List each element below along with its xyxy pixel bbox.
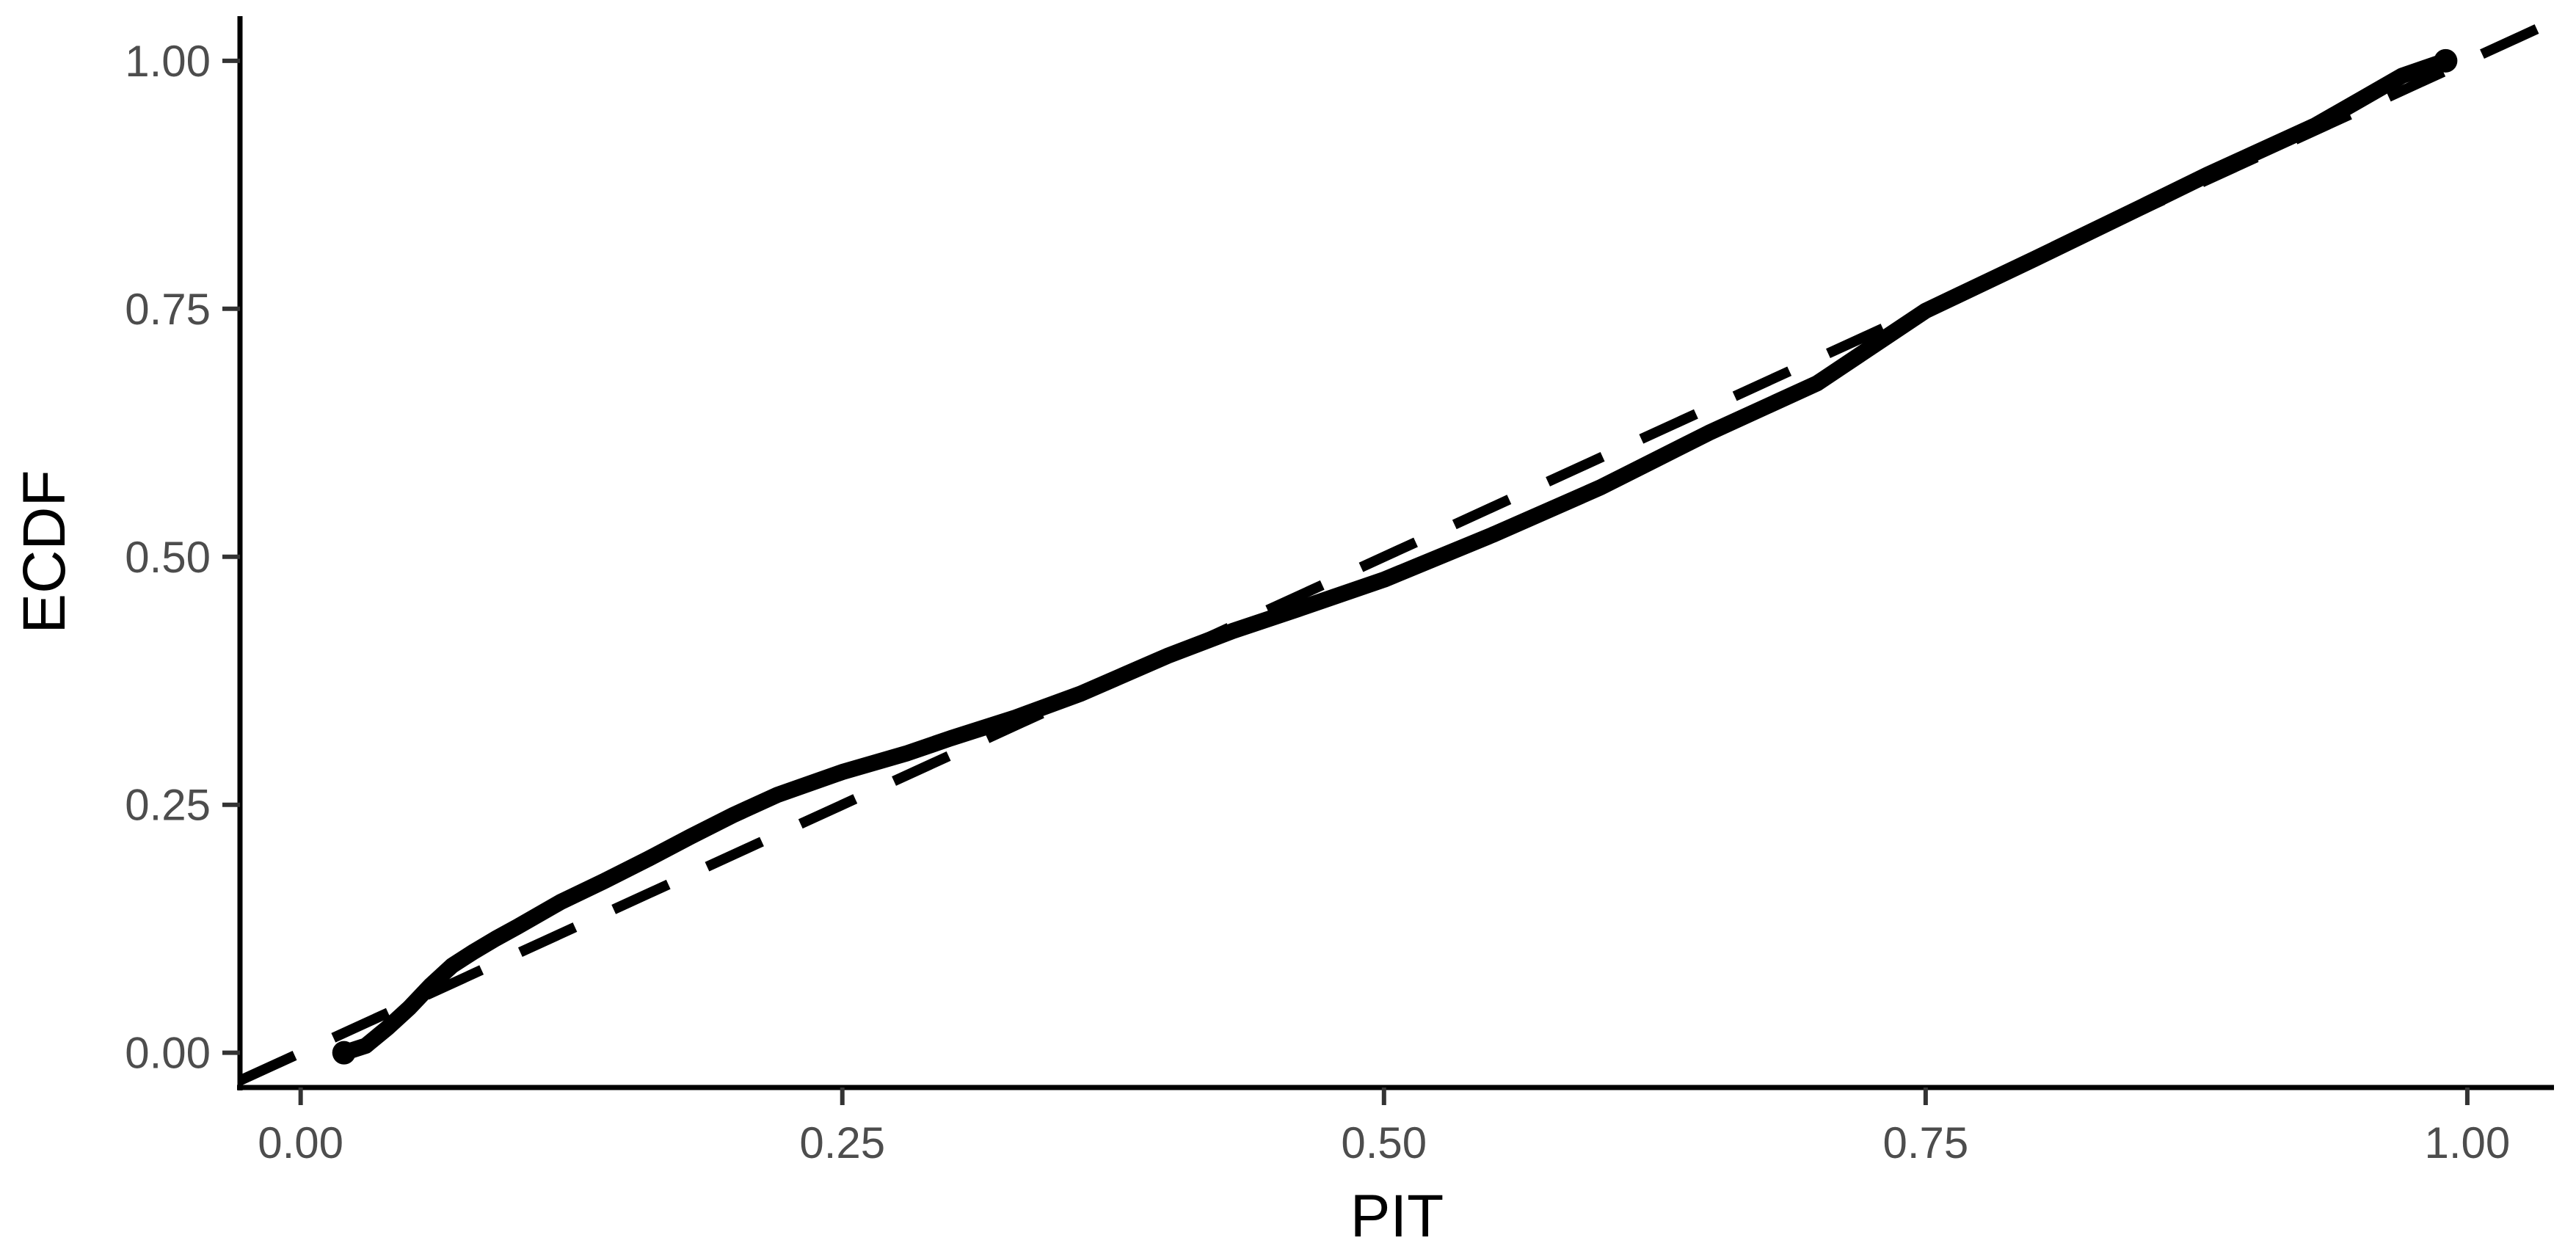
y-tick-label: 0.50 — [125, 533, 211, 582]
reference-diagonal-line — [240, 16, 2554, 1085]
x-tick-label: 0.50 — [1341, 1118, 1427, 1167]
axes-layer — [237, 16, 2554, 1090]
x-tick-label: 0.75 — [1882, 1118, 1968, 1167]
y-tick-label: 1.00 — [125, 37, 211, 86]
ecdf-start-point — [332, 1041, 356, 1065]
y-tick-label: 0.75 — [125, 285, 211, 334]
y-tick-label: 0.25 — [125, 781, 211, 830]
series-layer — [240, 16, 2554, 1085]
x-tick-label: 1.00 — [2425, 1118, 2511, 1167]
y-axis-title: ECDF — [11, 470, 78, 633]
x-tick-label: 0.00 — [258, 1118, 343, 1167]
ticks-layer: 0.00 0.25 0.50 0.75 1.00 0.00 0.25 0.50 0.75 1.00 — [125, 37, 2510, 1167]
x-axis-title: PIT — [1350, 1183, 1444, 1250]
y-tick-label: 0.00 — [125, 1029, 211, 1078]
x-tick-label: 0.25 — [799, 1118, 885, 1167]
ecdf-end-point — [2434, 48, 2458, 73]
